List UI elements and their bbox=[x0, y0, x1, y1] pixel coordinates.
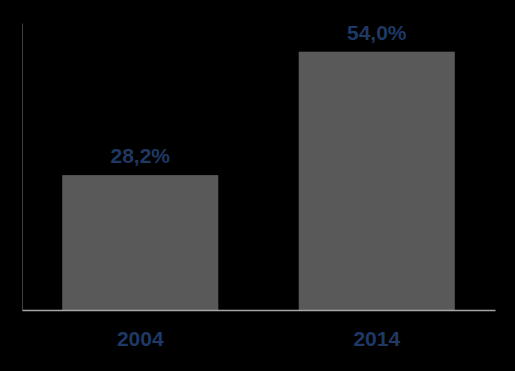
data-labels: 28,2% 54,0% bbox=[110, 21, 406, 167]
x-axis-line bbox=[23, 310, 496, 311]
data-label: 28,2% bbox=[110, 144, 170, 167]
chart: 2004 2014 28,2% 54,0% bbox=[0, 0, 515, 371]
x-tick-label: 2004 bbox=[117, 327, 164, 350]
bars bbox=[62, 52, 455, 310]
bar bbox=[299, 52, 455, 310]
y-axis-line bbox=[22, 24, 23, 311]
x-axis: 2004 2014 bbox=[23, 311, 496, 350]
bar bbox=[62, 175, 218, 310]
background bbox=[0, 0, 515, 371]
x-tick: 2004 bbox=[117, 327, 164, 350]
x-tick-label: 2014 bbox=[353, 327, 400, 350]
x-tick: 2014 bbox=[353, 327, 400, 350]
data-label: 54,0% bbox=[347, 21, 407, 44]
y-axis bbox=[22, 24, 23, 311]
